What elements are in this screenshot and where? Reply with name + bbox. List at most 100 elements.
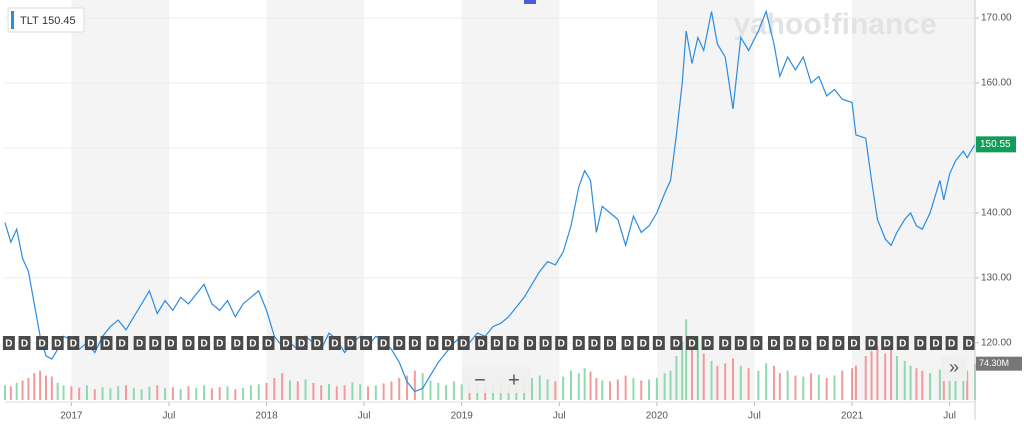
volume-bar xyxy=(655,378,658,400)
volume-bar xyxy=(44,375,47,400)
dividend-marker xyxy=(734,336,747,350)
volume-bar xyxy=(413,370,416,400)
dividend-label: D xyxy=(347,339,354,350)
dividend-marker xyxy=(881,336,894,350)
volume-bar xyxy=(164,388,167,400)
volume-bar xyxy=(421,373,424,400)
dividend-label: D xyxy=(850,339,857,350)
dividend-label: D xyxy=(152,339,159,350)
volume-bar xyxy=(101,387,104,400)
volume-bar xyxy=(351,382,354,400)
volume-bar xyxy=(460,384,463,400)
dividend-marker xyxy=(539,336,552,350)
dividend-marker xyxy=(490,336,503,350)
x-tick-label: 2017 xyxy=(60,411,83,422)
volume-bar xyxy=(117,386,120,400)
volume-bar xyxy=(921,370,924,400)
dividend-label: D xyxy=(509,339,516,350)
session-band xyxy=(71,0,169,400)
dividend-marker xyxy=(750,336,763,350)
dividend-marker xyxy=(799,336,812,350)
volume-bar xyxy=(632,378,635,400)
volume-bar xyxy=(265,382,268,400)
more-panel xyxy=(941,357,967,381)
more-button[interactable]: » xyxy=(949,357,959,377)
dividend-label: D xyxy=(70,339,77,350)
volume-bar xyxy=(810,373,813,400)
legend-name: TLT xyxy=(20,15,39,27)
dividend-label: D xyxy=(966,339,973,350)
volume-bar xyxy=(406,375,409,400)
dividend-label: D xyxy=(478,339,485,350)
volume-bar xyxy=(915,368,918,400)
volume-bar xyxy=(335,386,338,400)
volume-bar xyxy=(909,365,912,400)
dividend-marker xyxy=(506,336,519,350)
volume-tag xyxy=(976,356,1022,371)
volume-bar xyxy=(589,371,592,400)
volume-bar xyxy=(320,385,323,400)
x-tick-label: 2020 xyxy=(646,411,669,422)
volume-bar xyxy=(62,385,65,400)
dividend-marker xyxy=(246,336,259,350)
zoom-out-button[interactable]: − xyxy=(474,369,486,391)
dividend-label: D xyxy=(704,339,711,350)
dividend-marker xyxy=(929,336,942,350)
dividend-marker xyxy=(475,336,488,350)
y-tick-label: 120.00 xyxy=(981,337,1012,348)
dividend-marker xyxy=(295,336,308,350)
dividend-marker xyxy=(686,336,699,350)
dividend-label: D xyxy=(884,339,891,350)
dividend-marker xyxy=(442,336,455,350)
price-line xyxy=(4,9,976,393)
dividend-marker xyxy=(816,336,829,350)
volume-tag-label: 74.30M xyxy=(979,358,1009,368)
volume-bar xyxy=(249,385,252,400)
dividend-label: D xyxy=(444,339,451,350)
price-tag-label: 150.55 xyxy=(980,139,1011,150)
dividend-marker xyxy=(945,336,958,350)
dividend-label: D xyxy=(411,339,418,350)
volume-bar xyxy=(452,381,455,400)
volume-bar xyxy=(876,346,879,400)
dividend-label: D xyxy=(380,339,387,350)
volume-bar xyxy=(140,389,143,400)
dividend-label: D xyxy=(429,339,436,350)
dividend-marker xyxy=(670,336,683,350)
volume-bar xyxy=(554,381,557,400)
dividend-marker xyxy=(767,336,780,350)
volume-bar xyxy=(716,365,719,400)
volume-bar xyxy=(903,360,906,400)
volume-bar xyxy=(226,386,229,400)
volume-bar xyxy=(583,368,586,400)
dividend-label: D xyxy=(118,339,125,350)
dividend-label: D xyxy=(624,339,631,350)
volume-bar xyxy=(85,385,88,400)
dividend-label: D xyxy=(655,339,662,350)
dividend-label: D xyxy=(899,339,906,350)
volume-bar xyxy=(609,381,612,400)
volume-bar xyxy=(273,378,276,400)
volume-bar xyxy=(624,375,627,400)
volume-bar xyxy=(616,379,619,400)
volume-bar xyxy=(33,373,36,400)
volume-bar xyxy=(56,382,59,400)
dividend-label: D xyxy=(103,339,110,350)
volume-bar xyxy=(156,385,159,400)
y-tick-label: 130.00 xyxy=(981,273,1012,284)
dividend-marker xyxy=(393,336,406,350)
volume-bar xyxy=(179,389,182,400)
volume-bar xyxy=(962,368,965,400)
watermark: yahoo!finance xyxy=(733,8,936,41)
dividend-marker xyxy=(637,336,650,350)
dividend-label: D xyxy=(38,339,45,350)
zoom-in-button[interactable]: + xyxy=(508,369,520,391)
volume-bar xyxy=(778,373,781,400)
dividend-marker xyxy=(701,336,714,350)
volume-bar xyxy=(663,373,666,400)
volume-bar xyxy=(731,358,734,400)
dividend-marker xyxy=(652,336,665,350)
dividend-marker xyxy=(280,336,293,350)
volume-bar xyxy=(281,373,284,400)
volume-bar xyxy=(109,388,112,400)
